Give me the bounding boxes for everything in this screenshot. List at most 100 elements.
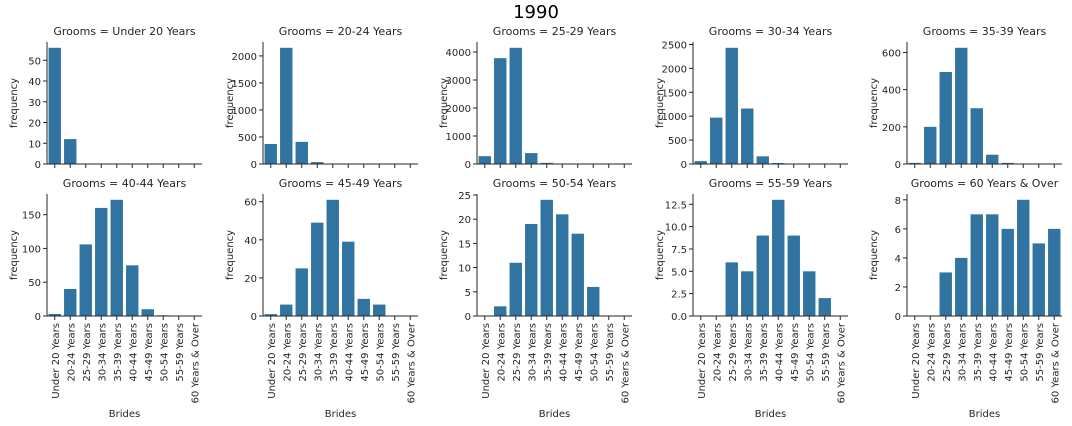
y-tick-label: 10	[458, 264, 471, 275]
y-axis-label: frequency	[439, 78, 450, 128]
x-tick-label: 60 Years & Over	[836, 322, 847, 403]
panel-5: Grooms = 35-39 Years 0 200 400 600 frequency	[869, 25, 1062, 171]
bar	[264, 144, 277, 164]
panel-title: Grooms = 55-59 Years	[709, 177, 833, 190]
x-tick-label: 20-24 Years	[496, 323, 507, 382]
x-axis-label: Brides	[969, 409, 1000, 420]
bar	[756, 156, 769, 164]
x-tick-label: 30-34 Years	[957, 323, 968, 382]
panel-7: Grooms = 45-49 Years 0 20 40 60 frequency Unde…	[225, 177, 418, 420]
bar	[694, 161, 707, 164]
bar	[803, 271, 816, 316]
x-tick-label: 55-59 Years	[175, 323, 186, 382]
x-tick-label: 20-24 Years	[926, 323, 937, 382]
y-tick-label: 4000	[446, 48, 471, 59]
y-axis-label: frequency	[655, 78, 666, 128]
x-tick-label: 60 Years & Over	[190, 322, 201, 403]
x-tick-label: 40-44 Years	[558, 323, 569, 382]
x-tick-label: 40-44 Years	[344, 323, 355, 382]
y-tick-label: 100	[22, 244, 41, 255]
bar	[525, 153, 538, 164]
y-tick-label: 1000	[232, 106, 257, 117]
y-axis-label: frequency	[225, 78, 236, 128]
bar	[509, 47, 522, 165]
panel-title: Grooms = 50-54 Years	[493, 177, 617, 190]
y-tick-label: 0	[895, 160, 901, 171]
bar	[556, 214, 569, 316]
panel-2: Grooms = 20-24 Years 0 500 1000 1500 2000 freq…	[225, 25, 418, 171]
x-axis-label: Brides	[325, 409, 356, 420]
x-tick-label: 35-39 Years	[329, 323, 340, 382]
y-axis-label: frequency	[9, 78, 20, 128]
bar	[64, 288, 77, 316]
y-tick-label: 2000	[662, 64, 687, 75]
bar	[540, 162, 553, 164]
y-tick-label: 1000	[662, 112, 687, 123]
panel-title: Grooms = 60 Years & Over	[911, 177, 1059, 190]
x-tick-label: 30-34 Years	[527, 323, 538, 382]
y-axis-label: frequency	[869, 78, 880, 128]
x-tick-label: 40-44 Years	[988, 323, 999, 382]
x-tick-label: 50-54 Years	[159, 323, 170, 382]
x-tick-label: 55-59 Years	[605, 323, 616, 382]
figure-title: 1990	[513, 2, 559, 23]
bar	[79, 244, 92, 316]
x-tick-label: 20-24 Years	[712, 323, 723, 382]
bar	[494, 306, 507, 316]
x-tick-label: Under 20 Years	[697, 323, 708, 399]
y-tick-label: 2.5	[671, 290, 687, 301]
y-tick-label: 500	[238, 133, 257, 144]
panel-4: Grooms = 30-34 Years 0 500 1000 1500 2000 2500…	[655, 25, 848, 171]
y-tick-label: 30	[28, 98, 41, 109]
x-tick-label: 60 Years & Over	[1050, 322, 1061, 403]
x-tick-label: 50-54 Years	[375, 323, 386, 382]
bar	[970, 214, 983, 316]
panel-title: Grooms = 40-44 Years	[63, 177, 187, 190]
bar	[478, 156, 491, 164]
panel-title: Grooms = 45-49 Years	[279, 177, 403, 190]
bar	[540, 199, 553, 316]
panel-1: Grooms = Under 20 Years 0 10 20 30 40 50 freque…	[9, 25, 202, 171]
y-tick-label: 50	[28, 278, 41, 289]
bar	[741, 271, 754, 316]
bar	[725, 47, 738, 165]
y-tick-label: 7.5	[671, 245, 687, 256]
bar	[772, 199, 785, 316]
bar	[494, 58, 507, 164]
y-tick-label: 1500	[232, 79, 257, 90]
panel-title: Grooms = 20-24 Years	[279, 25, 403, 38]
x-tick-label: 55-59 Years	[1035, 323, 1046, 382]
x-tick-label: 35-39 Years	[759, 323, 770, 382]
x-tick-label: 25-29 Years	[942, 323, 953, 382]
y-tick-label: 20	[244, 274, 257, 285]
y-axis-label: frequency	[869, 230, 880, 280]
y-tick-label: 0	[251, 312, 257, 323]
x-tick-label: 35-39 Years	[543, 323, 554, 382]
bar	[908, 162, 921, 164]
y-tick-label: 10	[28, 139, 41, 150]
y-tick-label: 20	[458, 215, 471, 226]
y-tick-label: 0	[251, 160, 257, 171]
bar	[126, 265, 139, 316]
y-tick-label: 2000	[446, 104, 471, 115]
x-tick-label: 25-29 Years	[512, 323, 523, 382]
bar	[787, 235, 800, 316]
x-tick-label: 60 Years & Over	[406, 322, 417, 403]
x-tick-label: 30-34 Years	[313, 323, 324, 382]
y-tick-label: 5	[465, 288, 471, 299]
y-tick-label: 1500	[662, 88, 687, 99]
bar	[986, 214, 999, 316]
bar	[509, 262, 522, 316]
y-tick-label: 5.0	[671, 267, 687, 278]
y-tick-label: 15	[458, 239, 471, 250]
bar	[939, 272, 952, 316]
y-tick-label: 3000	[446, 76, 471, 87]
x-tick-label: 45-49 Years	[1004, 323, 1015, 382]
y-tick-label: 0	[465, 312, 471, 323]
x-tick-label: 40-44 Years	[774, 323, 785, 382]
x-tick-label: Under 20 Years	[267, 323, 278, 399]
bar	[342, 241, 355, 316]
bar	[48, 47, 61, 165]
x-tick-label: 60 Years & Over	[620, 322, 631, 403]
